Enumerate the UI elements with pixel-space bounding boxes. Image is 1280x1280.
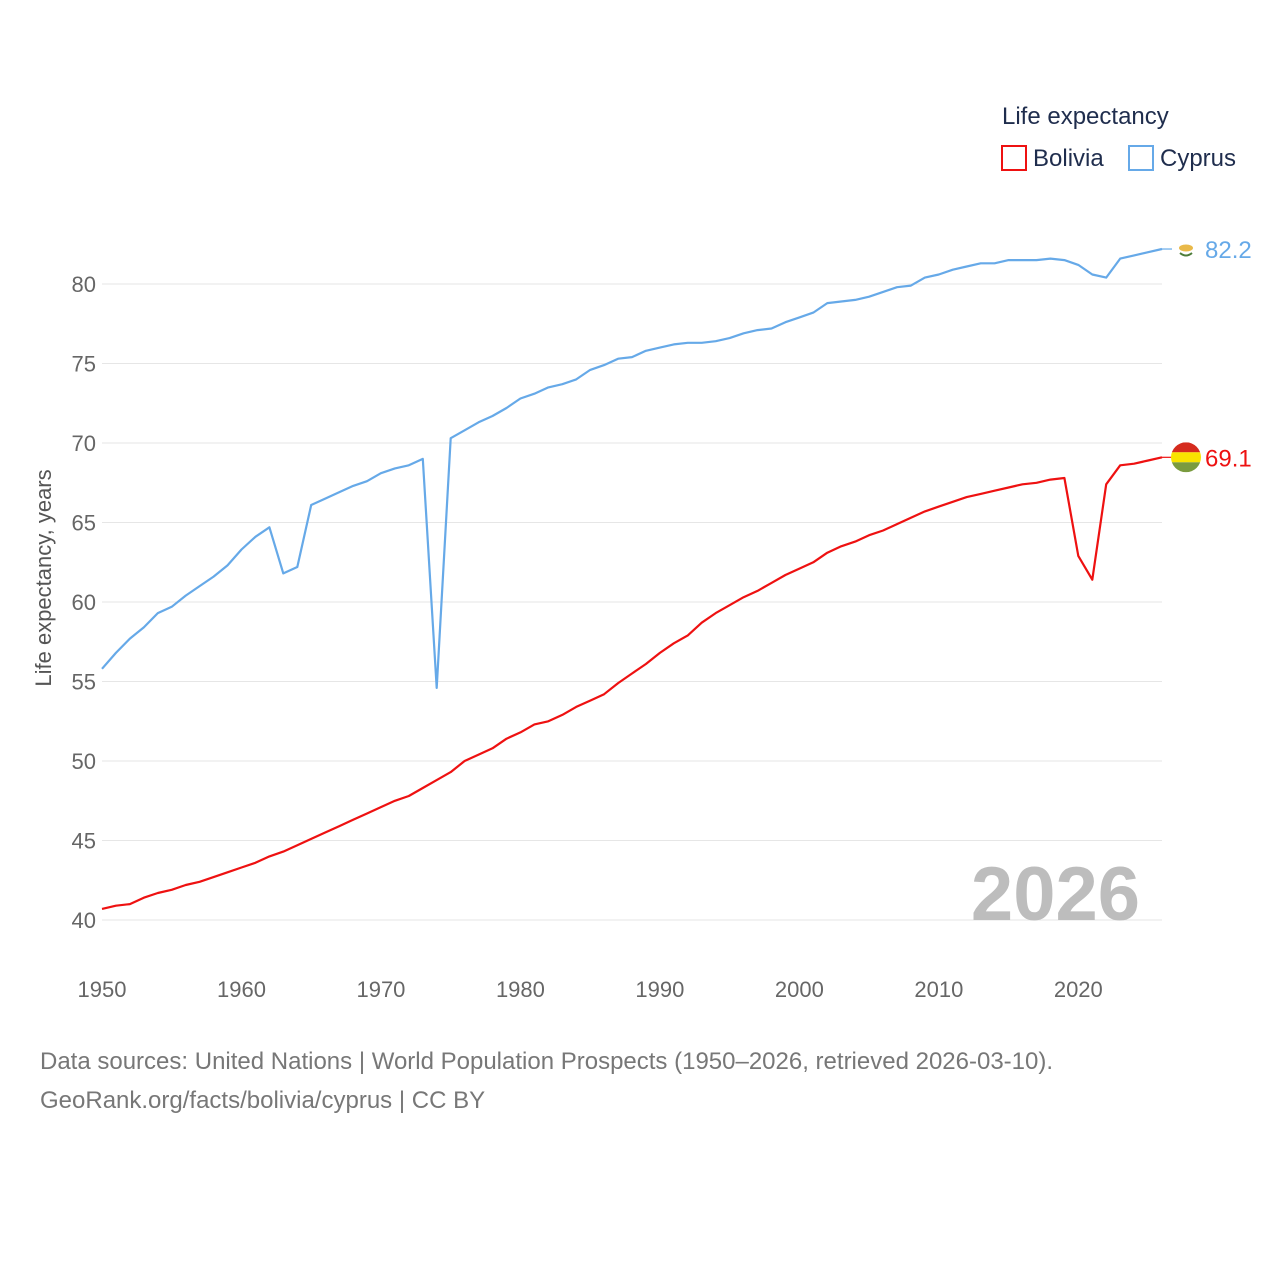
x-tick-label: 1970 [356, 977, 405, 1002]
line-chart: 40 45 50 55 60 65 70 75 80 1950 1960 1970 1980 1990 2… [31, 103, 1252, 1002]
series-line-bolivia[interactable] [101, 456, 1163, 910]
y-tick-label: 70 [72, 431, 96, 456]
y-tick-label: 80 [72, 272, 96, 297]
y-axis-label: Life expectancy, years [31, 469, 56, 686]
gridlines [102, 283, 1162, 921]
series-lines [101, 247, 1163, 910]
x-tick-label: 1960 [217, 977, 266, 1002]
legend-item-cyprus[interactable]: Cyprus [1128, 145, 1236, 172]
y-tick-label: 65 [72, 511, 96, 536]
series-line-cyprus[interactable] [101, 247, 1163, 689]
x-axis-ticks: 1950 1960 1970 1980 1990 2000 2010 2020 [78, 977, 1103, 1002]
x-tick-label: 1990 [635, 977, 684, 1002]
y-axis-ticks: 40 45 50 55 60 65 70 75 80 [72, 272, 96, 933]
legend-label-cyprus: Cyprus [1160, 145, 1236, 172]
y-tick-label: 50 [72, 749, 96, 774]
legend-item-bolivia[interactable]: Bolivia [1001, 145, 1104, 172]
x-tick-label: 2000 [775, 977, 824, 1002]
legend-title: Life expectancy [1002, 103, 1169, 130]
x-tick-label: 2020 [1054, 977, 1103, 1002]
data-source-note: Data sources: United Nations | World Pop… [40, 1048, 1054, 1075]
y-tick-label: 55 [72, 670, 96, 695]
end-labels: 69.1 82.2 [1162, 235, 1252, 473]
end-label-bolivia: 69.1 [1205, 445, 1252, 472]
attribution-link[interactable]: GeoRank.org/facts/bolivia/cyprus | CC BY [40, 1087, 486, 1114]
legend: Life expectancy Bolivia Cyprus [1001, 103, 1236, 172]
y-tick-label: 75 [72, 352, 96, 377]
legend-swatch-cyprus [1128, 145, 1154, 171]
x-tick-label: 1980 [496, 977, 545, 1002]
bolivia-flag-icon [1171, 442, 1201, 473]
x-tick-label: 2010 [914, 977, 963, 1002]
legend-label-bolivia: Bolivia [1033, 145, 1104, 172]
year-stamp: 2026 [971, 852, 1140, 937]
y-tick-label: 40 [72, 908, 96, 933]
legend-swatch-bolivia [1001, 145, 1027, 171]
footer: Data sources: United Nations | World Pop… [40, 1042, 1053, 1120]
y-tick-label: 60 [72, 590, 96, 615]
cyprus-flag-icon [1172, 235, 1200, 264]
x-tick-label: 1950 [78, 977, 127, 1002]
end-label-cyprus: 82.2 [1205, 237, 1252, 264]
y-tick-label: 45 [72, 829, 96, 854]
